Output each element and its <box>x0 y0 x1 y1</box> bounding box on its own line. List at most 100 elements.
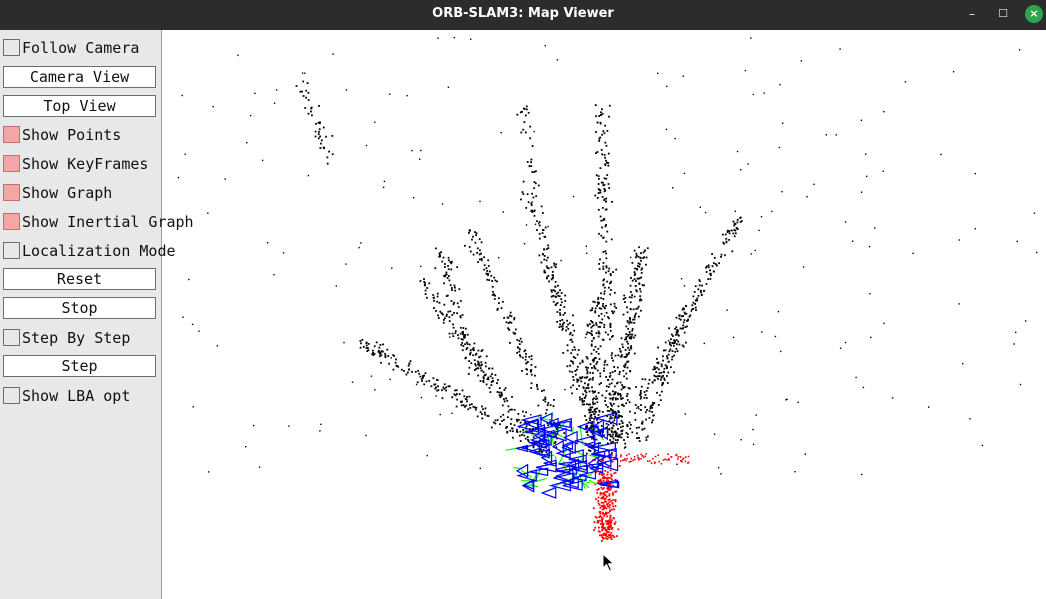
stop-button[interactable]: Stop <box>3 297 156 319</box>
reset-button[interactable]: Reset <box>3 268 156 290</box>
checkbox-box[interactable] <box>3 242 20 259</box>
camera-view-button[interactable]: Camera View <box>3 66 156 88</box>
map-point <box>686 325 688 328</box>
map-point <box>710 274 712 277</box>
map-point <box>597 208 600 211</box>
map-point <box>509 311 512 314</box>
top-view-button[interactable]: Top View <box>3 95 156 117</box>
map-point <box>547 424 550 427</box>
map-point <box>529 428 531 430</box>
local-map-point <box>607 534 610 536</box>
local-map-point <box>628 453 630 455</box>
maximize-icon[interactable]: ☐ <box>998 7 1008 20</box>
map-point <box>639 263 641 266</box>
local-map-point <box>600 480 603 483</box>
map-point <box>866 175 868 178</box>
map-point <box>640 272 643 274</box>
map-point <box>605 304 607 307</box>
close-icon[interactable]: × <box>1025 5 1043 23</box>
map-point <box>613 385 616 388</box>
map-point <box>571 392 573 395</box>
keyframe <box>562 430 578 445</box>
map-point <box>592 398 594 401</box>
map-point <box>612 403 615 405</box>
map-point <box>550 289 553 292</box>
map-point <box>507 410 510 413</box>
map-point <box>605 404 607 406</box>
map-point <box>599 215 602 218</box>
map-point <box>456 312 458 315</box>
map-point <box>415 383 418 386</box>
map-point <box>687 318 689 321</box>
map-point <box>319 121 321 124</box>
map-point <box>572 314 574 317</box>
title-bar[interactable]: ORB-SLAM3: Map Viewer – ☐ × <box>0 0 1046 30</box>
map-point <box>570 386 572 389</box>
checkbox-box[interactable] <box>3 39 20 56</box>
local-map-point <box>645 453 647 455</box>
map-point <box>534 366 537 368</box>
checkbox-box[interactable] <box>3 126 20 143</box>
map-point <box>546 276 548 279</box>
map-point <box>536 229 538 231</box>
local-map-point <box>612 517 615 520</box>
map-point <box>588 332 591 334</box>
map-point <box>513 317 516 319</box>
map-point <box>301 90 303 93</box>
checkbox-box[interactable] <box>3 213 20 230</box>
map-point <box>693 291 696 293</box>
map-point <box>594 425 597 427</box>
minimize-icon[interactable]: – <box>969 7 975 21</box>
map-point <box>468 232 470 234</box>
map-point <box>638 299 641 302</box>
map-point <box>649 407 652 410</box>
map-point <box>618 347 621 350</box>
map-viewport[interactable] <box>162 30 1046 599</box>
map-point <box>592 372 594 374</box>
checkbox-box[interactable] <box>3 329 20 346</box>
map-point <box>572 324 574 327</box>
map-point <box>460 344 463 346</box>
map-point <box>698 279 701 281</box>
map-point <box>540 261 543 264</box>
map-point <box>654 379 656 382</box>
map-point <box>618 435 621 438</box>
checkbox-box[interactable] <box>3 184 20 201</box>
map-point <box>420 265 422 268</box>
checkbox-box[interactable] <box>3 155 20 172</box>
map-point <box>561 319 564 321</box>
map-point <box>538 221 541 223</box>
local-map-point <box>640 457 642 460</box>
map-point <box>735 226 738 229</box>
step-button[interactable]: Step <box>3 355 156 377</box>
map-point <box>596 151 599 153</box>
map-point <box>861 473 863 476</box>
map-point <box>541 232 544 234</box>
map-point <box>569 339 572 341</box>
map-point <box>443 383 446 386</box>
map-point <box>523 350 526 353</box>
map-point <box>607 164 610 167</box>
map-point <box>640 309 642 312</box>
map-point <box>636 277 639 280</box>
checkbox-label: Show Inertial Graph <box>22 213 194 231</box>
map-point <box>608 104 611 107</box>
local-map-point <box>614 456 617 458</box>
keyframe <box>568 454 587 465</box>
local-map-point <box>605 477 608 479</box>
map-point <box>561 325 564 328</box>
map-point <box>676 331 679 333</box>
map-point <box>490 274 493 277</box>
map-point <box>546 404 549 406</box>
map-point <box>473 342 476 345</box>
checkbox-box[interactable] <box>3 387 20 404</box>
map-point <box>614 354 617 357</box>
map-point <box>604 396 607 399</box>
local-map-point <box>612 492 614 494</box>
map-point <box>598 140 601 142</box>
map-point <box>697 288 700 291</box>
map-point <box>589 406 592 409</box>
map-point <box>511 396 513 398</box>
map-point <box>599 345 602 348</box>
map-point <box>639 394 641 396</box>
